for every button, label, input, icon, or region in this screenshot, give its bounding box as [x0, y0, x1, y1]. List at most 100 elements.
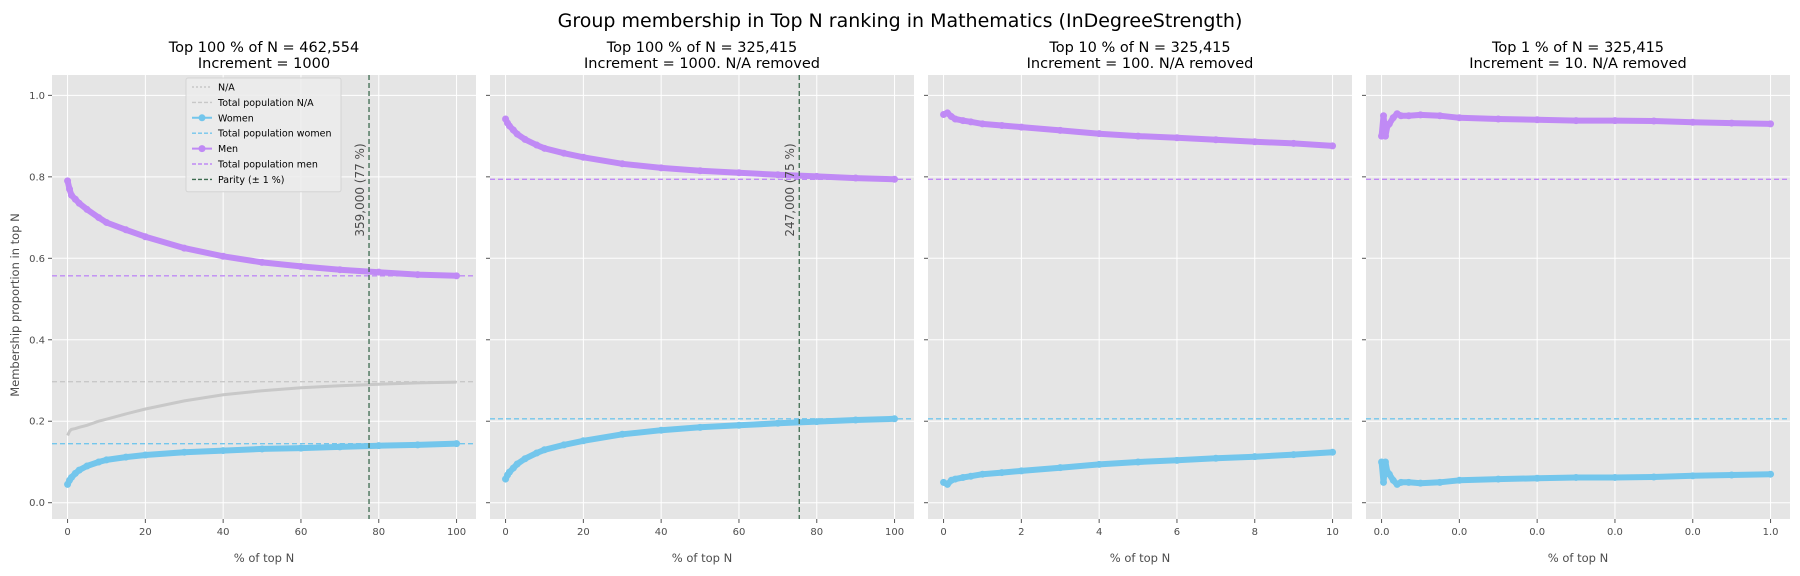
data-point-men	[1385, 120, 1393, 128]
plot-area	[490, 75, 914, 519]
data-point-men	[122, 226, 130, 234]
data-point-women	[696, 423, 704, 431]
data-point-men	[141, 233, 149, 241]
x-tick-label: 1.0	[1763, 527, 1779, 538]
data-point-women	[122, 453, 130, 461]
data-point-women	[513, 460, 521, 468]
x-tick-label: 80	[810, 527, 823, 538]
data-point-women	[1416, 479, 1424, 487]
data-point-women	[540, 446, 548, 454]
data-point-men	[774, 171, 782, 179]
data-point-women	[1385, 470, 1393, 478]
legend-box	[185, 77, 342, 193]
data-point-men	[1767, 120, 1775, 128]
x-tick-label: 6	[1174, 527, 1180, 538]
data-point-men	[521, 135, 529, 143]
data-point-women	[1134, 458, 1142, 466]
data-point-men	[852, 174, 860, 182]
x-tick-label: 2	[1018, 527, 1024, 538]
y-tick-label: 0.4	[29, 335, 45, 346]
data-point-women	[1173, 456, 1181, 464]
shared-y-axis-label: Membership proportion in top N	[8, 213, 22, 397]
data-point-men	[560, 149, 568, 157]
data-point-women	[967, 472, 975, 480]
data-point-men	[1212, 136, 1220, 144]
data-point-men	[102, 218, 110, 226]
data-point-men	[1728, 119, 1736, 127]
panel-title: Top 100 % of N = 325,415	[606, 40, 798, 56]
data-point-men	[696, 167, 704, 175]
y-tick-label: 0.6	[29, 254, 45, 265]
data-point-women	[735, 421, 743, 429]
data-point-men	[967, 118, 975, 126]
x-tick-label: 60	[733, 527, 746, 538]
legend-marker-men	[198, 145, 206, 153]
data-point-men	[1095, 130, 1103, 138]
panel-title: Top 1 % of N = 325,415	[1491, 40, 1664, 56]
x-tick-label: 10	[1326, 527, 1339, 538]
x-tick-label: 0	[64, 527, 70, 538]
data-point-women	[1767, 470, 1775, 478]
x-tick-label: 0.0	[1685, 527, 1701, 538]
data-point-women	[258, 445, 266, 453]
data-point-men	[978, 120, 986, 128]
data-point-men	[891, 175, 899, 183]
x-tick-label: 0.0	[1374, 527, 1390, 538]
data-point-women	[978, 470, 986, 478]
series-line-na	[66, 380, 457, 437]
data-point-women	[998, 469, 1006, 477]
data-point-men	[414, 271, 422, 279]
plot-area	[1366, 75, 1790, 519]
data-point-men	[998, 122, 1006, 130]
parity-annotation: 359,000 (77 %)	[353, 143, 367, 236]
x-tick-label: 80	[372, 527, 385, 538]
data-point-women	[1397, 478, 1405, 486]
data-point-women	[813, 418, 821, 426]
x-axis-label: % of top N	[234, 551, 294, 565]
data-point-women	[951, 475, 959, 483]
data-point-women	[1650, 473, 1658, 481]
data-point-men	[180, 244, 188, 252]
panel-subtitle: Increment = 10. N/A removed	[1469, 56, 1687, 72]
data-point-men	[1251, 138, 1259, 146]
data-point-women	[1405, 478, 1413, 486]
x-tick-label: 0.0	[1451, 527, 1467, 538]
data-point-men	[1611, 117, 1619, 125]
data-point-men	[959, 117, 967, 125]
data-point-women	[1290, 451, 1298, 459]
data-point-men	[513, 130, 521, 138]
data-point-men	[1436, 112, 1444, 120]
data-point-men	[540, 144, 548, 152]
data-point-men	[813, 172, 821, 180]
data-point-men	[1533, 116, 1541, 124]
data-point-men	[533, 141, 541, 149]
data-point-women	[1381, 458, 1389, 466]
data-point-women	[1572, 473, 1580, 481]
panel-subtitle: Increment = 1000. N/A removed	[584, 56, 820, 72]
data-point-men	[657, 164, 665, 172]
data-point-women	[1380, 478, 1388, 486]
legend-label: Men	[218, 144, 238, 155]
data-point-men	[735, 169, 743, 177]
data-point-women	[1533, 474, 1541, 482]
y-tick-label: 0.2	[29, 417, 45, 428]
x-tick-label: 100	[885, 527, 904, 538]
data-point-men	[336, 266, 344, 274]
y-tick-label: 1.0	[29, 91, 45, 102]
data-point-women	[453, 440, 461, 448]
data-point-women	[521, 455, 529, 463]
data-point-women	[1728, 471, 1736, 479]
data-point-women	[1329, 448, 1337, 456]
data-point-men	[75, 199, 83, 207]
data-point-women	[1212, 454, 1220, 462]
plot-area	[928, 75, 1352, 519]
data-point-men	[1173, 134, 1181, 142]
data-point-men	[951, 115, 959, 123]
y-tick-label: 0.8	[29, 172, 45, 183]
data-point-women	[891, 415, 899, 423]
legend-label: Total population N/A	[217, 98, 314, 109]
